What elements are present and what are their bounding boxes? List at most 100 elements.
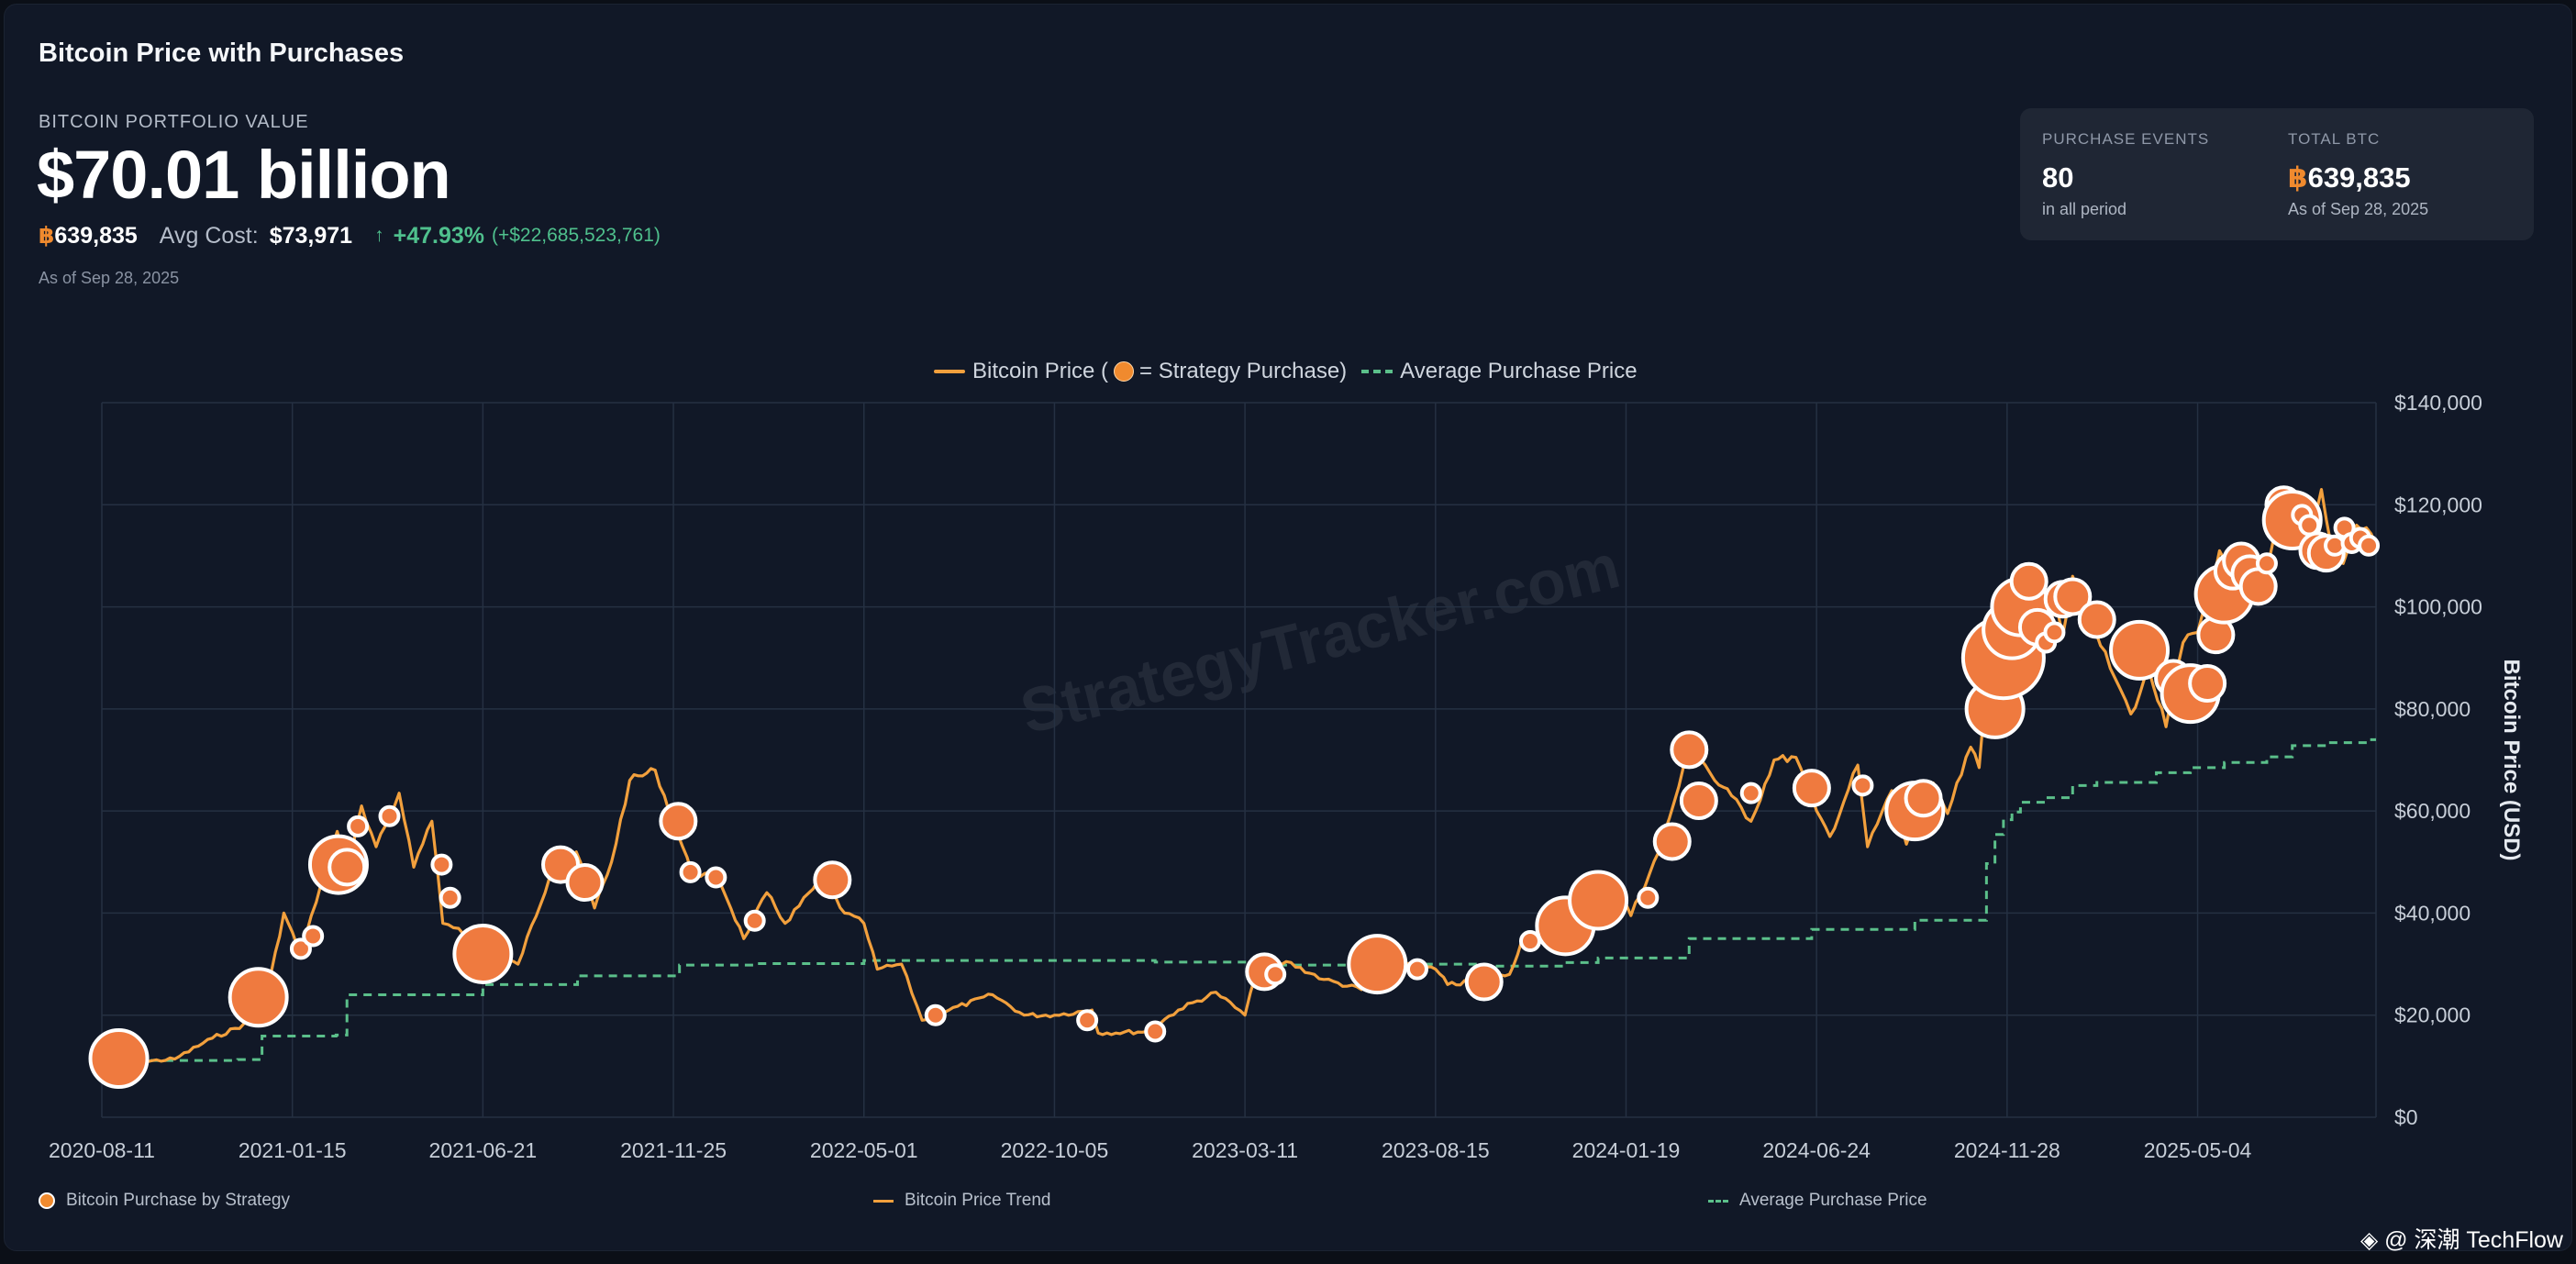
- legend-price-line: [934, 369, 965, 373]
- gain-percent: +47.93%: [393, 222, 484, 249]
- x-tick-label: 2023-03-11: [1192, 1138, 1298, 1162]
- legend-average-bottom-label: Average Purchase Price: [1739, 1191, 1927, 1210]
- purchase-bubble: [347, 815, 370, 837]
- y-axis-title: Bitcoin Price (USD): [2499, 659, 2524, 860]
- purchase-bubble: [1568, 870, 1629, 931]
- purchase-bubble: [228, 967, 289, 1028]
- purchase-bubble: [1670, 730, 1709, 770]
- purchase-bubble: [2358, 534, 2381, 557]
- purchase-bubble: [328, 848, 367, 887]
- average-dash-icon: [1708, 1199, 1728, 1203]
- x-tick-label: 2024-01-19: [1572, 1138, 1681, 1162]
- legend-average-dash: [1361, 369, 1393, 373]
- purchase-bubble: [813, 860, 852, 900]
- legend-purchase-dot-icon: [1114, 360, 1135, 382]
- purchase-bubble: [439, 886, 461, 909]
- avg-cost-label: Avg Cost:: [159, 222, 259, 249]
- purchase-bubble: [302, 925, 325, 948]
- x-tick-label: 2024-06-24: [1762, 1138, 1871, 1162]
- portfolio-summary: ฿639,835 Avg Cost: $73,971 ↑ +47.93% (+$22,68…: [39, 222, 661, 249]
- legend-average-label: Average Purchase Price: [1400, 358, 1638, 383]
- trend-line-icon: [873, 1199, 894, 1203]
- x-tick-label: 2022-10-05: [1001, 1138, 1109, 1162]
- purchase-bubble: [452, 923, 514, 984]
- as-of-date: As of Sep 28, 2025: [39, 269, 180, 287]
- y-tick-label: $40,000: [2394, 901, 2471, 925]
- purchase-bubble: [1679, 782, 1718, 821]
- purchase-bubble: [1851, 774, 1874, 797]
- total-btc-value: 639,835: [2307, 161, 2411, 194]
- purchase-bubble: [88, 1028, 150, 1090]
- purchase-events-stat: PURCHASE EVENTS 80 in all period: [2042, 130, 2209, 219]
- purchase-dot-icon: [39, 1192, 55, 1209]
- chart-legend: Bitcoin Price ( = Strategy Purchase) Aver…: [934, 358, 1638, 384]
- y-tick-label: $20,000: [2394, 1003, 2471, 1027]
- purchase-bubble: [1904, 779, 1943, 818]
- x-tick-label: 2024-11-28: [1954, 1138, 2060, 1162]
- y-tick-label: $100,000: [2394, 595, 2482, 619]
- arrow-up-icon: ↑: [374, 225, 384, 247]
- purchase-bubble: [924, 1003, 947, 1026]
- purchase-bubble: [1464, 962, 1504, 1002]
- purchase-bubble: [1076, 1009, 1099, 1032]
- purchase-bubble: [430, 853, 453, 876]
- purchase-bubble: [378, 804, 401, 827]
- legend-purchase-label: Bitcoin Purchase by Strategy: [66, 1191, 290, 1210]
- purchase-bubble: [2077, 600, 2116, 639]
- x-tick-label: 2023-08-15: [1382, 1138, 1490, 1162]
- y-tick-label: $80,000: [2394, 697, 2471, 721]
- purchase-bubble: [659, 802, 698, 841]
- x-tick-label: 2021-06-21: [429, 1138, 538, 1162]
- purchase-bubble: [679, 860, 702, 883]
- y-tick-label: $60,000: [2394, 799, 2471, 823]
- total-btc-value-row: ฿639,835: [2288, 161, 2428, 194]
- bitcoin-symbol-icon: ฿: [2288, 161, 2308, 194]
- purchase-bubble: [289, 937, 312, 960]
- portfolio-value: $70.01 billion: [37, 137, 451, 213]
- x-tick-label: 2021-11-25: [620, 1138, 727, 1162]
- legend-price-label-b: = Strategy Purchase): [1139, 358, 1348, 383]
- purchase-bubble: [1347, 934, 1408, 995]
- purchase-bubble: [565, 863, 605, 903]
- purchase-bubble: [705, 866, 727, 889]
- stats-card: PURCHASE EVENTS 80 in all period TOTAL B…: [2020, 108, 2534, 240]
- purchase-bubble: [2188, 664, 2227, 704]
- btc-amount: 639,835: [54, 222, 138, 249]
- purchase-bubble: [743, 909, 766, 932]
- total-btc-sub: As of Sep 28, 2025: [2288, 200, 2429, 218]
- purchase-bubble: [2009, 561, 2049, 601]
- x-tick-label: 2022-05-01: [810, 1138, 918, 1162]
- purchase-events-label: PURCHASE EVENTS: [2042, 130, 2210, 148]
- purchase-events-value: 80: [2042, 161, 2074, 194]
- gain-amount: (+$22,685,523,761): [491, 225, 661, 247]
- purchase-bubble: [1637, 886, 1660, 909]
- purchase-bubble: [2255, 552, 2278, 575]
- portfolio-label: BITCOIN PORTFOLIO VALUE: [39, 112, 309, 132]
- total-btc-label: TOTAL BTC: [2288, 130, 2381, 148]
- purchase-bubble: [2238, 567, 2278, 606]
- legend-average-item: Average Purchase Price: [1708, 1191, 1927, 1211]
- purchase-bubble: [2109, 619, 2171, 681]
- y-tick-label: $120,000: [2394, 493, 2482, 516]
- y-tick-label: $0: [2394, 1105, 2418, 1129]
- average-price-line: [150, 737, 2376, 1062]
- legend-trend-item: Bitcoin Price Trend: [873, 1191, 1050, 1211]
- chart-title: Bitcoin Price with Purchases: [39, 39, 405, 68]
- x-tick-label: 2025-05-04: [2144, 1138, 2252, 1162]
- purchase-bubble: [1739, 782, 1762, 804]
- y-tick-label: $140,000: [2394, 391, 2482, 415]
- purchase-events-sub: in all period: [2042, 200, 2127, 218]
- x-tick-label: 2020-08-11: [49, 1138, 155, 1162]
- legend-purchase-item: Bitcoin Purchase by Strategy: [39, 1191, 290, 1211]
- avg-cost-value: $73,971: [269, 222, 353, 249]
- purchase-bubble: [1652, 822, 1692, 861]
- purchase-bubble: [2053, 577, 2093, 616]
- source-credit: ◈ @ 深潮 TechFlow: [2359, 1227, 2563, 1253]
- x-tick-label: 2021-01-15: [239, 1138, 347, 1162]
- legend-trend-label: Bitcoin Price Trend: [905, 1191, 1051, 1210]
- purchase-bubble: [1792, 769, 1831, 808]
- purchase-bubble: [2043, 621, 2066, 644]
- purchase-bubble: [1144, 1020, 1167, 1043]
- bitcoin-symbol-icon: ฿: [39, 223, 55, 249]
